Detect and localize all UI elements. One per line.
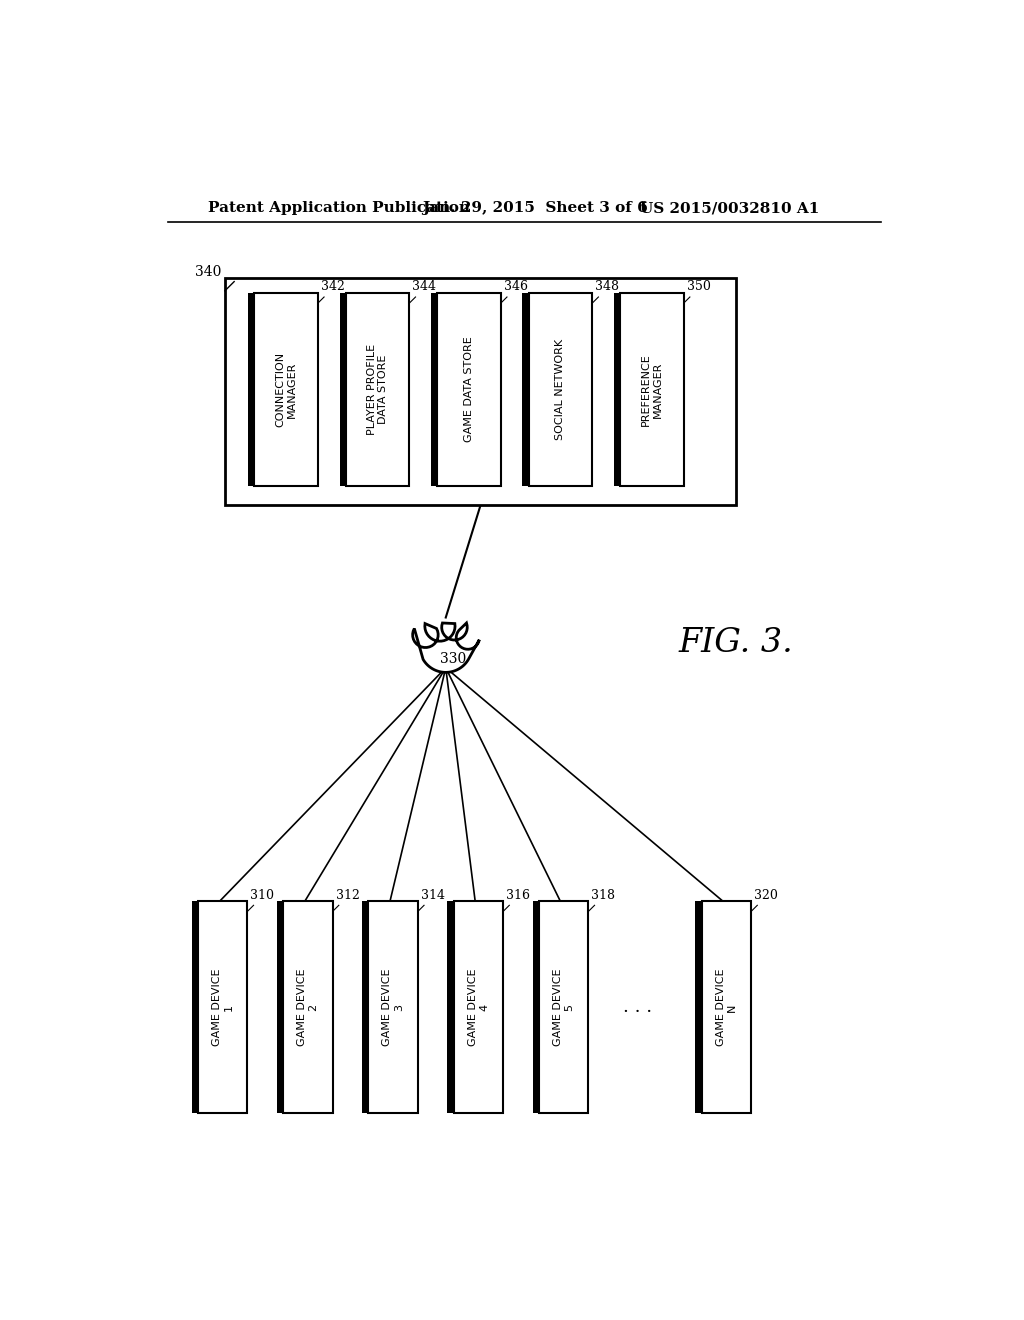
Text: 344: 344 [413,280,436,293]
Bar [362,902,369,1113]
Text: PREFERENCE
MANAGER: PREFERENCE MANAGER [641,352,663,426]
Polygon shape [413,623,479,672]
Text: GAME DEVICE
N: GAME DEVICE N [716,969,737,1045]
Bar [431,293,437,486]
Text: 310: 310 [251,888,274,902]
Text: Jan. 29, 2015  Sheet 3 of 6: Jan. 29, 2015 Sheet 3 of 6 [423,202,648,215]
Text: 314: 314 [421,888,445,902]
Bar [522,293,528,486]
Bar [437,293,501,486]
Text: GAME DEVICE
2: GAME DEVICE 2 [297,969,318,1045]
Bar [369,902,418,1113]
Bar [340,293,346,486]
Bar [198,902,248,1113]
Text: 320: 320 [755,888,778,902]
Bar [454,902,503,1113]
Text: 350: 350 [687,280,711,293]
Bar [701,902,751,1113]
Bar [621,293,684,486]
Bar [191,902,198,1113]
Text: GAME DATA STORE: GAME DATA STORE [464,337,474,442]
Text: 346: 346 [504,280,528,293]
Text: 330: 330 [440,652,467,665]
Text: FIG. 3.: FIG. 3. [678,627,793,660]
Bar [695,902,701,1113]
Text: CONNECTION
MANAGER: CONNECTION MANAGER [275,352,297,426]
Bar [225,277,736,506]
Bar [614,293,621,486]
Text: 348: 348 [595,280,620,293]
Bar [539,902,589,1113]
Text: . . .: . . . [623,998,651,1016]
Bar [532,902,539,1113]
Bar [528,293,592,486]
Text: 312: 312 [336,888,359,902]
Text: PLAYER PROFILE
DATA STORE: PLAYER PROFILE DATA STORE [367,343,388,436]
Text: 318: 318 [592,888,615,902]
Text: GAME DEVICE
3: GAME DEVICE 3 [382,969,403,1045]
Bar [447,902,454,1113]
Text: SOCIAL NETWORK: SOCIAL NETWORK [555,339,565,440]
Text: 340: 340 [195,264,221,279]
Text: 316: 316 [506,888,530,902]
Text: US 2015/0032810 A1: US 2015/0032810 A1 [640,202,819,215]
Text: Patent Application Publication: Patent Application Publication [208,202,470,215]
Bar [254,293,317,486]
Bar [248,293,254,486]
Bar [283,902,333,1113]
Text: GAME DEVICE
1: GAME DEVICE 1 [212,969,233,1045]
Bar [346,293,410,486]
Bar [276,902,283,1113]
Text: GAME DEVICE
5: GAME DEVICE 5 [553,969,574,1045]
Text: 342: 342 [321,280,345,293]
Text: GAME DEVICE
4: GAME DEVICE 4 [468,969,489,1045]
